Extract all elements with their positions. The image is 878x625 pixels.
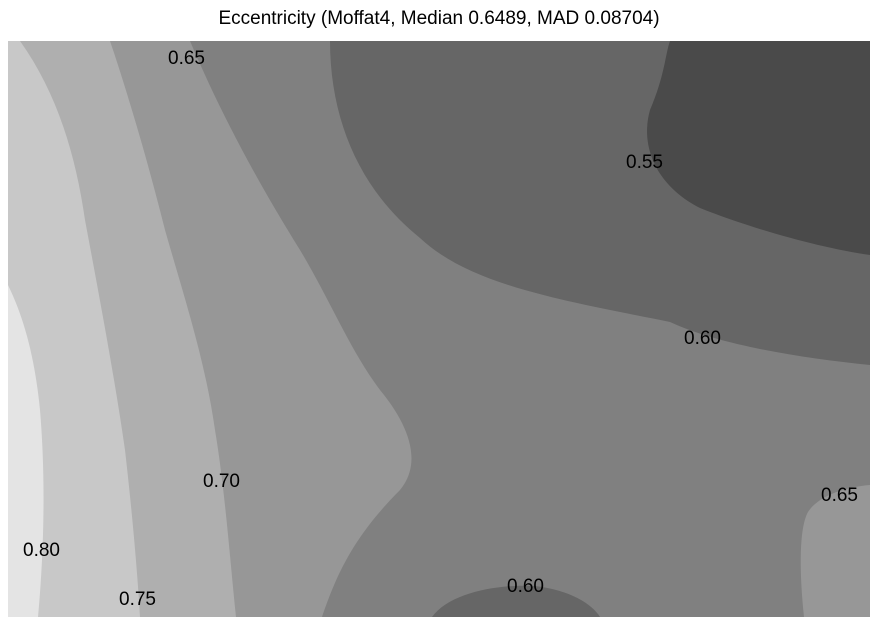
band-0.65-0.70-right bbox=[800, 485, 870, 617]
contour-label: 0.60 bbox=[684, 328, 721, 349]
contour-label: 0.70 bbox=[203, 471, 240, 492]
contour-label: 0.65 bbox=[168, 48, 205, 69]
contour-label: 0.80 bbox=[23, 540, 60, 561]
band-0.50-0.55 bbox=[647, 41, 870, 255]
contour-label: 0.60 bbox=[507, 576, 544, 597]
band-0.80-0.85 bbox=[8, 285, 44, 617]
contour-bands bbox=[8, 41, 870, 617]
contour-label: 0.75 bbox=[119, 589, 156, 610]
chart-title: Eccentricity (Moffat4, Median 0.6489, MA… bbox=[218, 8, 660, 29]
contour-labels: 0.65 0.55 0.60 0.70 0.65 0.80 0.60 0.75 bbox=[23, 48, 858, 610]
contour-label: 0.55 bbox=[626, 152, 663, 173]
band-0.55-0.60-bottom bbox=[432, 585, 600, 617]
contour-label: 0.65 bbox=[821, 485, 858, 506]
